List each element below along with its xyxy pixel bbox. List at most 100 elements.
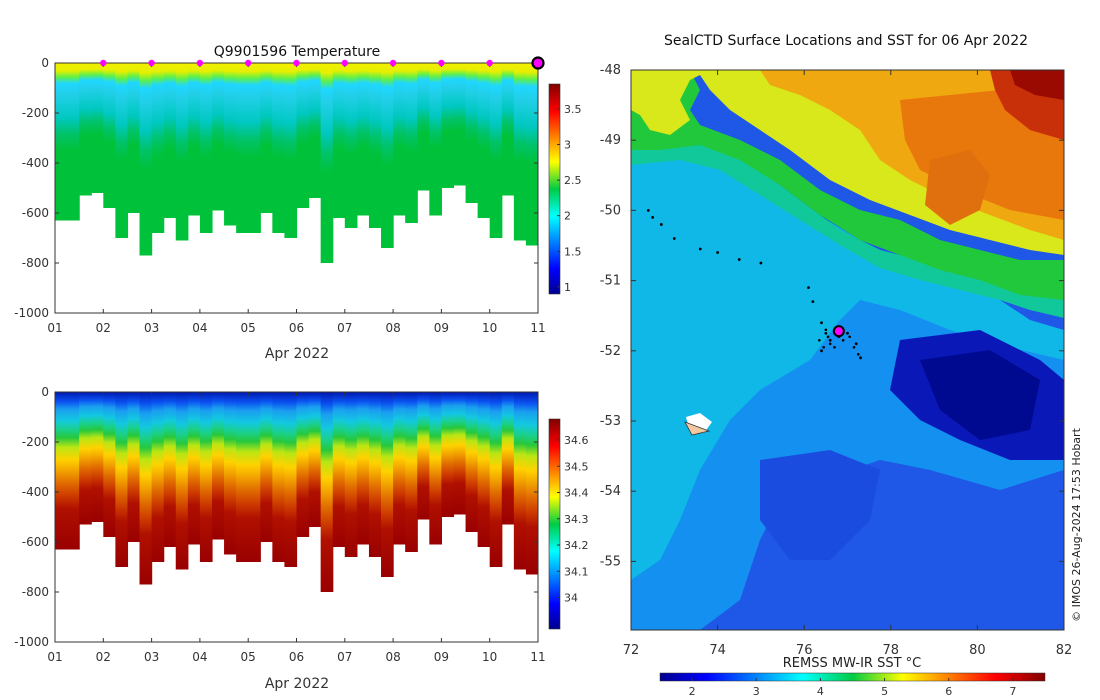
profile-column <box>513 63 527 241</box>
profile-column <box>344 392 358 557</box>
salinity-heatmap <box>55 392 538 592</box>
colorbar-tick-label: 2 <box>564 210 571 223</box>
profile-column <box>344 63 358 228</box>
profile-column <box>308 392 322 527</box>
salinity-x-axis: 01 02 03 04 05 06 07 08 09 10 11 <box>47 392 546 664</box>
profile-column <box>260 63 273 213</box>
temperature-panel: Q9901596 Temperature 0 -200 -400 -600 -800 -1… <box>14 44 581 362</box>
map-y-tick-label: -50 <box>600 203 621 218</box>
profile-column <box>429 63 442 216</box>
colorbar-tick-label: 1 <box>564 281 571 294</box>
profile-column <box>296 392 310 537</box>
x-tick-label: 09 <box>434 321 449 335</box>
track-point <box>820 349 823 353</box>
x-tick-label: 04 <box>192 321 207 335</box>
y-tick-label: -400 <box>22 156 49 170</box>
seal-track <box>646 209 862 360</box>
map-y-tick-label: -49 <box>600 133 621 148</box>
sst-green <box>631 130 1064 318</box>
profile-column <box>381 392 394 577</box>
temperature-colorbar-ticks: 1 1.5 2 2.5 3 3.5 <box>557 103 582 294</box>
surface-marker <box>438 59 445 67</box>
profile-column <box>187 63 201 216</box>
profile-column <box>308 63 322 198</box>
map-title: SealCTD Surface Locations and SST for 06… <box>664 33 1028 49</box>
profile-column <box>224 392 237 555</box>
sst-darkred <box>1010 70 1064 100</box>
colorbar-tick-label: 34.4 <box>564 487 589 500</box>
profile-column <box>477 63 491 218</box>
profile-column <box>296 63 310 208</box>
sst-map-panel: SealCTD Surface Locations and SST for 06… <box>600 33 1083 698</box>
map-y-tick-label: -52 <box>600 344 621 359</box>
profile-column <box>453 392 467 515</box>
y-tick-label: -800 <box>22 585 49 599</box>
surface-marker <box>196 59 204 67</box>
profile-column <box>211 392 225 540</box>
track-point <box>833 345 836 349</box>
x-tick-label: 11 <box>530 650 545 664</box>
x-tick-label: 10 <box>482 321 497 335</box>
x-tick-label: 10 <box>482 650 497 664</box>
sst-colorbar-tick-label: 4 <box>817 685 824 698</box>
colorbar-tick-label: 34.1 <box>564 565 589 578</box>
sst-colorbar-label: REMSS MW-IR SST °C <box>783 656 922 671</box>
profile-column <box>175 392 189 570</box>
colorbar-tick-label: 2.5 <box>564 174 582 187</box>
x-tick-label: 07 <box>337 650 352 664</box>
profile-column <box>199 63 213 233</box>
profile-column <box>393 392 406 545</box>
colorbar-tick-label: 34.2 <box>564 539 589 552</box>
surface-marker <box>293 59 300 67</box>
sst-colorbar-tick-label: 7 <box>1009 685 1016 698</box>
map-y-tick-label: -53 <box>600 414 621 429</box>
profile-column <box>175 63 189 241</box>
surface-marker <box>100 59 107 67</box>
colorbar-tick-label: 34 <box>564 592 578 605</box>
profile-column <box>224 63 237 226</box>
map-x-tick-label: 78 <box>883 643 900 658</box>
sst-orange-blob <box>925 150 990 225</box>
track-point <box>659 223 663 226</box>
map-x-tick-label: 72 <box>623 643 640 658</box>
track-point <box>852 345 856 349</box>
x-tick-label: 06 <box>289 650 304 664</box>
x-tick-label: 01 <box>47 321 62 335</box>
x-tick-label: 02 <box>96 650 111 664</box>
profile-column <box>163 392 177 547</box>
profile-column <box>501 392 515 525</box>
profile-column <box>236 63 249 233</box>
profile-column <box>248 392 261 562</box>
track-point <box>759 261 763 265</box>
profile-column <box>151 392 165 562</box>
profile-column <box>79 392 92 525</box>
profile-column <box>151 63 165 233</box>
profile-column <box>284 392 298 567</box>
temperature-title: Q9901596 Temperature <box>214 44 381 60</box>
track-point <box>826 335 830 339</box>
y-tick-label: -200 <box>22 435 49 449</box>
profile-column <box>429 392 442 545</box>
surface-marker <box>389 59 397 67</box>
sst-cyan <box>631 150 1064 580</box>
profile-column <box>525 392 538 575</box>
track-point <box>672 237 676 240</box>
salinity-xlabel: Apr 2022 <box>265 676 329 692</box>
island-shape <box>684 421 711 436</box>
salinity-y-axis: 0 -200 -400 -600 -800 -1000 <box>14 385 538 649</box>
sst-blue-south <box>760 450 880 560</box>
profile-column <box>525 63 538 246</box>
x-tick-label: 04 <box>192 650 207 664</box>
temperature-colorbar <box>548 83 561 295</box>
x-tick-label: 03 <box>144 650 159 664</box>
profile-column <box>139 63 153 256</box>
y-tick-label: -200 <box>22 106 49 120</box>
sst-navy <box>920 350 1040 440</box>
credit-text: © IMOS 26-Aug-2024 17:53 Hobart <box>1070 427 1083 621</box>
y-tick-label: 0 <box>41 56 49 70</box>
profile-column <box>489 63 503 238</box>
map-x-tick-label: 80 <box>969 643 986 658</box>
profile-column <box>91 63 104 193</box>
track-point <box>807 286 810 290</box>
track-point <box>820 321 823 325</box>
